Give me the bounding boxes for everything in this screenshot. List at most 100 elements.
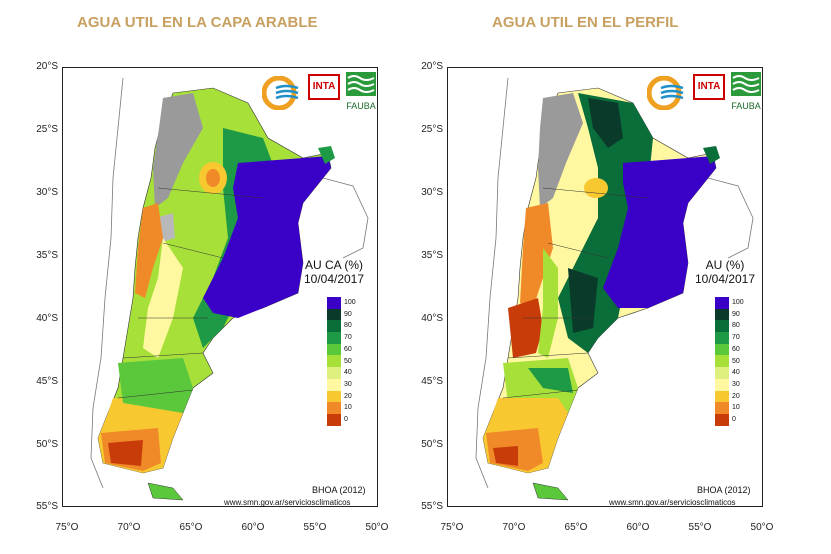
fauba-logo-text: FAUBA [731,101,761,111]
legend-label: 40 [344,369,352,377]
legend-label: 40 [732,369,740,377]
lon-tick: 55°O [303,522,327,533]
lon-tick: 70°O [117,522,141,533]
legend-label: 20 [732,392,740,400]
lat-tick: 20°S [36,61,58,72]
lon-tick: 75°O [55,522,79,533]
legend-swatch [715,378,729,391]
lon-tick: 65°O [179,522,203,533]
inta-logo-text: INTA [697,81,721,92]
legend-swatch [715,308,729,321]
legend-label: 60 [732,345,740,353]
lat-tick: 50°S [36,439,58,450]
legend-date-2: 10/04/2017 [694,272,756,286]
legend-label: 50 [732,357,740,365]
inta-logo-text: INTA [312,81,336,92]
fauba-logo-text: FAUBA [346,101,376,111]
legend-swatch [327,297,341,309]
lat-tick: 45°S [36,376,58,387]
panel-2-title: AGUA UTIL EN EL PERFIL [492,14,679,31]
legend-colorbar-2 [715,297,729,426]
lat-tick: 50°S [421,439,443,450]
legend-swatch [327,367,341,379]
legend-swatch [327,332,341,344]
inta-logo: INTA [308,74,340,100]
legend-swatch [327,378,341,391]
lon-tick: 65°O [564,522,588,533]
lat-tick: 45°S [421,376,443,387]
lat-tick: 55°S [36,501,58,512]
legend-swatch [715,402,729,414]
source-url-2: www.smn.gov.ar/serviciosclimaticos [609,498,736,507]
map-canvas-2 [475,77,754,501]
legend-swatch [327,402,341,414]
legend-swatch [327,320,341,333]
lon-tick: 60°O [241,522,265,533]
legend-swatch [327,355,341,368]
legend-label: 20 [344,392,352,400]
map-canvas-1 [90,77,369,501]
source-url-1: www.smn.gov.ar/serviciosclimaticos [224,498,351,507]
map-panel-1 [62,67,378,507]
legend-label: 0 [344,416,348,423]
legend-swatch [327,390,341,403]
legend-label: 90 [344,310,352,318]
legend-title-1: AU CA (%) [304,258,363,272]
legend-label: 100 [344,299,356,306]
lat-tick: 40°S [36,313,58,324]
legend-label: 50 [344,357,352,365]
legend-label: 10 [732,404,740,412]
lat-tick: 30°S [421,187,443,198]
fauba-logo-icon [346,72,376,96]
lat-tick: 35°S [421,250,443,261]
legend-swatch [715,343,729,356]
lon-tick: 75°O [440,522,464,533]
legend-swatch [715,297,729,309]
legend-swatch [715,367,729,379]
fauba-logo-icon [731,72,761,96]
legend-swatch [715,390,729,403]
lat-tick: 30°S [36,187,58,198]
legend-date-1: 10/04/2017 [303,272,365,286]
legend-title-2: AU (%) [705,258,745,272]
legend-label: 0 [732,416,736,423]
lon-tick: 55°O [688,522,712,533]
map-panel-2 [447,67,763,507]
lat-tick: 35°S [36,250,58,261]
smn-logo-icon [646,75,691,115]
legend-label: 60 [344,345,352,353]
model-label-1: BHOA (2012) [312,485,366,495]
legend-swatch [327,413,341,426]
legend-swatch [715,332,729,344]
fauba-logo: FAUBA [346,72,376,111]
legend-colorbar-1 [327,297,341,426]
legend-swatch [715,320,729,333]
panel-1-title: AGUA UTIL EN LA CAPA ARABLE [77,14,318,31]
legend-label: 70 [344,334,352,342]
lon-tick: 70°O [502,522,526,533]
legend-label: 80 [732,322,740,330]
legend-swatch [715,355,729,368]
fauba-logo: FAUBA [731,72,761,111]
legend-swatch [327,343,341,356]
inta-logo: INTA [693,74,725,100]
lat-tick: 40°S [421,313,443,324]
lon-tick: 50°O [750,522,774,533]
legend-label: 30 [732,380,740,388]
lat-tick: 25°S [421,124,443,135]
smn-logo-icon [261,75,306,115]
lat-tick: 25°S [36,124,58,135]
lon-tick: 50°O [365,522,389,533]
lat-tick: 20°S [421,61,443,72]
legend-label: 70 [732,334,740,342]
legend-label: 90 [732,310,740,318]
legend-label: 30 [344,380,352,388]
lon-tick: 60°O [626,522,650,533]
legend-label: 80 [344,322,352,330]
legend-swatch [327,308,341,321]
legend-label: 10 [344,404,352,412]
model-label-2: BHOA (2012) [697,485,751,495]
legend-swatch [715,413,729,426]
lat-tick: 55°S [421,501,443,512]
legend-label: 100 [732,299,744,306]
